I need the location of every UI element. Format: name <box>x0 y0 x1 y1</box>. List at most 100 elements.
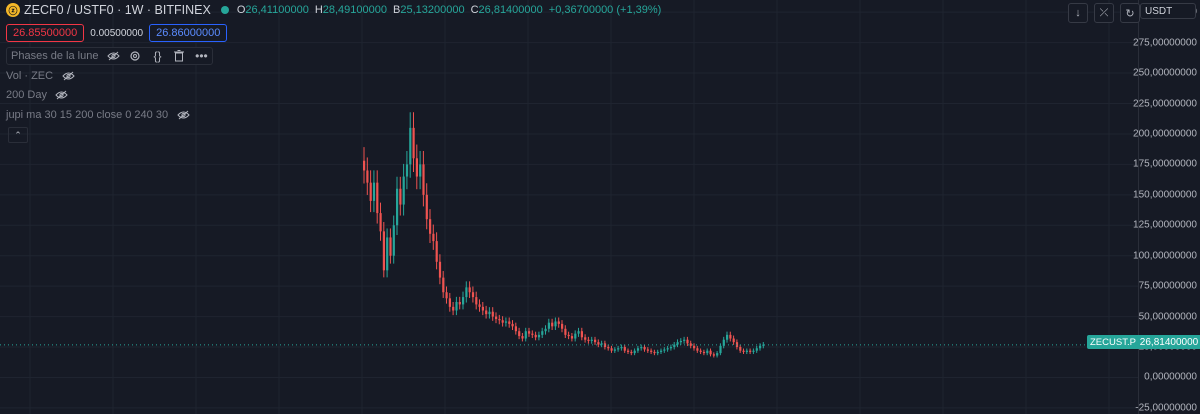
candle <box>699 348 702 355</box>
candle <box>376 170 379 224</box>
symbol-title[interactable]: ZECF0 / USTF0 · 1W · BITFINEX <box>24 3 211 17</box>
series-name-tag: ZECUST.P <box>1087 335 1139 349</box>
zcash-coin-icon: ⓩ <box>6 3 20 17</box>
candle <box>442 271 445 298</box>
indicator-jupi-ma[interactable]: jupi ma 30 15 200 close 0 240 30 <box>6 108 190 122</box>
candle <box>541 327 544 339</box>
candle <box>508 317 511 328</box>
candle <box>372 170 376 213</box>
eye-hidden-icon[interactable] <box>176 108 190 122</box>
ohlc-high: H28,49100000 <box>314 4 387 16</box>
candle <box>702 349 706 356</box>
currency-selector[interactable]: USDT <box>1140 3 1196 19</box>
candle <box>524 327 527 342</box>
candle <box>412 112 415 173</box>
candle <box>653 349 656 356</box>
candle <box>551 318 554 331</box>
candle <box>465 281 468 303</box>
candle <box>570 332 574 342</box>
candle <box>646 347 649 353</box>
candle <box>392 215 395 264</box>
candlestick-chart[interactable] <box>0 0 1138 414</box>
candle <box>709 348 712 357</box>
candle <box>419 150 422 190</box>
trade-panel: 26.85500000 0.00500000 26.86000000 <box>6 24 228 42</box>
candle <box>488 307 491 319</box>
candle <box>521 332 524 342</box>
spread-value: 0.00500000 <box>90 27 144 39</box>
candle <box>514 322 517 335</box>
candle <box>669 344 673 351</box>
candle <box>554 317 557 331</box>
candle <box>544 325 547 335</box>
candle <box>445 286 448 304</box>
buy-button[interactable]: 26.86000000 <box>149 24 228 42</box>
refresh-icon[interactable]: ↻ <box>1120 3 1140 23</box>
candle <box>729 331 732 342</box>
candle <box>475 291 478 310</box>
collapse-arrows-icon[interactable]: ⤫ <box>1094 3 1114 23</box>
indicator-label: 200 Day <box>6 89 47 101</box>
candle <box>458 296 461 310</box>
candle <box>610 345 613 353</box>
candle <box>712 352 715 358</box>
y-tick-label: -25,00000000 <box>1135 402 1197 414</box>
candle <box>537 331 541 341</box>
candle <box>462 291 465 310</box>
candle <box>590 336 593 344</box>
indicator-volume[interactable]: Vol · ZEC <box>6 69 75 83</box>
candle <box>438 254 442 285</box>
price-scale[interactable]: 300,00000000275,00000000250,00000000225,… <box>1133 0 1200 414</box>
candle <box>752 348 755 355</box>
settings-icon[interactable] <box>128 49 142 63</box>
candle <box>491 307 494 321</box>
y-tick-label: 75,00000000 <box>1138 280 1197 292</box>
candle <box>425 183 428 230</box>
candle <box>630 349 633 356</box>
candle <box>402 163 405 216</box>
candle <box>564 325 567 339</box>
candle <box>640 344 643 351</box>
candle <box>726 331 729 343</box>
y-tick-label: 250,00000000 <box>1133 67 1197 79</box>
indicator-label: Vol · ZEC <box>6 70 54 82</box>
candle <box>660 348 663 355</box>
candle <box>656 349 659 356</box>
candle <box>650 348 653 355</box>
candle <box>676 339 679 348</box>
candle <box>706 348 709 356</box>
candle <box>617 345 620 352</box>
indicator-moon-phases[interactable]: Phases de la lune {} ••• <box>6 47 214 65</box>
eye-hidden-icon[interactable] <box>61 69 75 83</box>
eye-hidden-icon[interactable] <box>106 49 120 63</box>
candle <box>584 334 587 343</box>
candle <box>452 302 455 316</box>
y-tick-label: 125,00000000 <box>1133 219 1197 231</box>
candle <box>683 336 686 344</box>
candle <box>607 344 610 351</box>
more-icon[interactable]: ••• <box>195 49 208 63</box>
source-code-icon[interactable]: {} <box>153 49 162 63</box>
candle <box>547 318 550 333</box>
candle <box>613 347 616 353</box>
candle <box>386 228 389 278</box>
chart-area[interactable] <box>0 0 1138 414</box>
eye-hidden-icon[interactable] <box>55 88 69 102</box>
candle <box>633 348 636 356</box>
indicator-200-day[interactable]: 200 Day <box>6 88 69 102</box>
y-tick-label: 50,00000000 <box>1138 311 1197 323</box>
arrow-down-icon[interactable]: ↓ <box>1068 3 1088 23</box>
y-tick-label: 175,00000000 <box>1133 158 1197 170</box>
chevron-up-icon: ⌃ <box>14 129 22 140</box>
sell-button[interactable]: 26.85500000 <box>6 24 85 42</box>
price-change: +0,36700000 (+1,39%) <box>548 4 662 16</box>
candle <box>686 336 689 347</box>
candle <box>666 345 669 352</box>
ohlc-low: B25,13200000 <box>393 4 465 16</box>
trash-icon[interactable] <box>172 49 186 63</box>
candle <box>623 344 626 353</box>
collapse-indicators-button[interactable]: ⌃ <box>8 127 28 143</box>
candle <box>762 342 765 349</box>
candle <box>580 327 583 341</box>
candle <box>745 348 748 355</box>
